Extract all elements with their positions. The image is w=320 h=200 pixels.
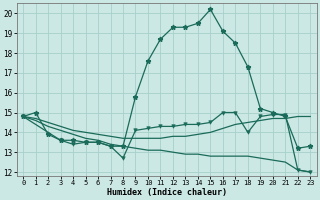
X-axis label: Humidex (Indice chaleur): Humidex (Indice chaleur) <box>107 188 227 197</box>
